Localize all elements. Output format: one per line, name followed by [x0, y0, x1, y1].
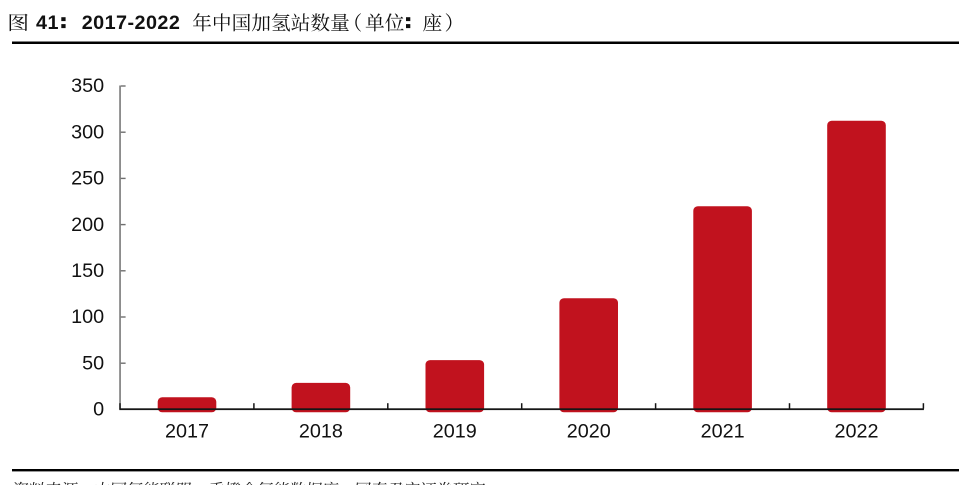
svg-text:41: 41 [36, 12, 59, 34]
svg-text:2019: 2019 [433, 421, 477, 443]
svg-text:250: 250 [71, 168, 104, 190]
svg-text:2021: 2021 [701, 421, 745, 443]
svg-text:2017-2022: 2017-2022 [82, 12, 181, 34]
svg-text:2017: 2017 [165, 421, 209, 443]
svg-text:350: 350 [71, 75, 104, 97]
svg-text:0: 0 [93, 399, 104, 421]
svg-text:2018: 2018 [299, 421, 343, 443]
svg-text:2020: 2020 [567, 421, 611, 443]
svg-text:100: 100 [71, 306, 104, 328]
svg-text:50: 50 [82, 352, 104, 374]
svg-text:300: 300 [71, 121, 104, 143]
svg-text:150: 150 [71, 260, 104, 282]
svg-text:200: 200 [71, 214, 104, 236]
svg-text:2022: 2022 [834, 421, 878, 443]
